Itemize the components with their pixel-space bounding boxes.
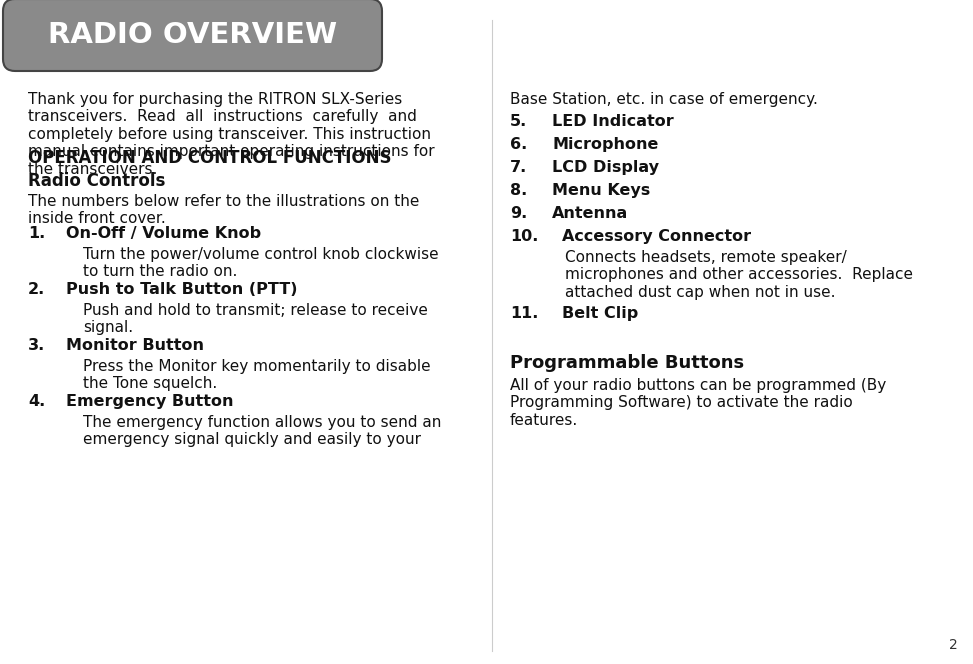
Text: Accessory Connector: Accessory Connector bbox=[562, 229, 751, 244]
Text: Base Station, etc. in case of emergency.: Base Station, etc. in case of emergency. bbox=[510, 92, 818, 107]
Text: On-Off / Volume Knob: On-Off / Volume Knob bbox=[66, 226, 261, 241]
Text: emergency signal quickly and easily to your: emergency signal quickly and easily to y… bbox=[83, 432, 421, 448]
Text: Push to Talk Button (PTT): Push to Talk Button (PTT) bbox=[66, 282, 298, 297]
Text: 10.: 10. bbox=[510, 229, 538, 244]
Text: Microphone: Microphone bbox=[552, 137, 659, 152]
Text: Radio Controls: Radio Controls bbox=[28, 172, 165, 190]
Text: 2: 2 bbox=[950, 638, 958, 652]
Text: Turn the power/volume control knob clockwise: Turn the power/volume control knob clock… bbox=[83, 247, 439, 262]
Text: Menu Keys: Menu Keys bbox=[552, 183, 650, 198]
Text: 8.: 8. bbox=[510, 183, 527, 198]
Text: attached dust cap when not in use.: attached dust cap when not in use. bbox=[565, 285, 836, 300]
Text: to turn the radio on.: to turn the radio on. bbox=[83, 264, 237, 280]
Text: completely before using transceiver. This instruction: completely before using transceiver. Thi… bbox=[28, 127, 431, 142]
Text: manual contains important operating instructions for: manual contains important operating inst… bbox=[28, 145, 435, 159]
Text: All of your radio buttons can be programmed (By: All of your radio buttons can be program… bbox=[510, 378, 886, 393]
Text: Connects headsets, remote speaker/: Connects headsets, remote speaker/ bbox=[565, 250, 847, 265]
Text: Thank you for purchasing the RITRON SLX-Series: Thank you for purchasing the RITRON SLX-… bbox=[28, 92, 402, 107]
Text: the Tone squelch.: the Tone squelch. bbox=[83, 376, 217, 392]
Text: 3.: 3. bbox=[28, 338, 46, 353]
Text: Antenna: Antenna bbox=[552, 206, 629, 221]
Text: LED Indicator: LED Indicator bbox=[552, 114, 673, 129]
Text: features.: features. bbox=[510, 413, 578, 428]
Text: Monitor Button: Monitor Button bbox=[66, 338, 204, 353]
Text: signal.: signal. bbox=[83, 321, 133, 335]
FancyBboxPatch shape bbox=[3, 0, 382, 71]
Text: Press the Monitor key momentarily to disable: Press the Monitor key momentarily to dis… bbox=[83, 359, 431, 374]
Text: Emergency Button: Emergency Button bbox=[66, 394, 234, 409]
Text: 2.: 2. bbox=[28, 282, 46, 297]
Text: microphones and other accessories.  Replace: microphones and other accessories. Repla… bbox=[565, 268, 913, 282]
Text: 6.: 6. bbox=[510, 137, 527, 152]
Text: 4.: 4. bbox=[28, 394, 46, 409]
Text: Push and hold to transmit; release to receive: Push and hold to transmit; release to re… bbox=[83, 303, 428, 318]
Text: the transceivers.: the transceivers. bbox=[28, 162, 158, 177]
Text: Programmable Buttons: Programmable Buttons bbox=[510, 354, 744, 372]
Text: transceivers.  Read  all  instructions  carefully  and: transceivers. Read all instructions care… bbox=[28, 110, 416, 124]
Text: Programming Software) to activate the radio: Programming Software) to activate the ra… bbox=[510, 396, 852, 410]
Text: The numbers below refer to the illustrations on the: The numbers below refer to the illustrat… bbox=[28, 194, 419, 209]
Text: 9.: 9. bbox=[510, 206, 527, 221]
Text: OPERATION AND CONTROL FUNCTIONS: OPERATION AND CONTROL FUNCTIONS bbox=[28, 149, 391, 167]
Text: The emergency function allows you to send an: The emergency function allows you to sen… bbox=[83, 415, 442, 430]
Text: LCD Display: LCD Display bbox=[552, 160, 659, 175]
Text: 5.: 5. bbox=[510, 114, 527, 129]
Text: inside front cover.: inside front cover. bbox=[28, 212, 165, 226]
Text: 1.: 1. bbox=[28, 226, 46, 241]
Text: 7.: 7. bbox=[510, 160, 527, 175]
Text: RADIO OVERVIEW: RADIO OVERVIEW bbox=[48, 21, 337, 49]
Text: 11.: 11. bbox=[510, 306, 538, 321]
Text: Belt Clip: Belt Clip bbox=[562, 306, 638, 321]
